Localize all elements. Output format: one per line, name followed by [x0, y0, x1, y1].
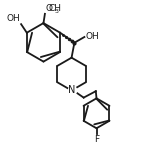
Text: OH: OH [85, 32, 99, 41]
Text: 3: 3 [55, 9, 59, 14]
Text: N: N [68, 85, 75, 95]
Text: OH: OH [7, 15, 20, 23]
Text: O: O [46, 4, 53, 13]
Text: CH: CH [49, 4, 62, 13]
Text: F: F [94, 135, 99, 144]
